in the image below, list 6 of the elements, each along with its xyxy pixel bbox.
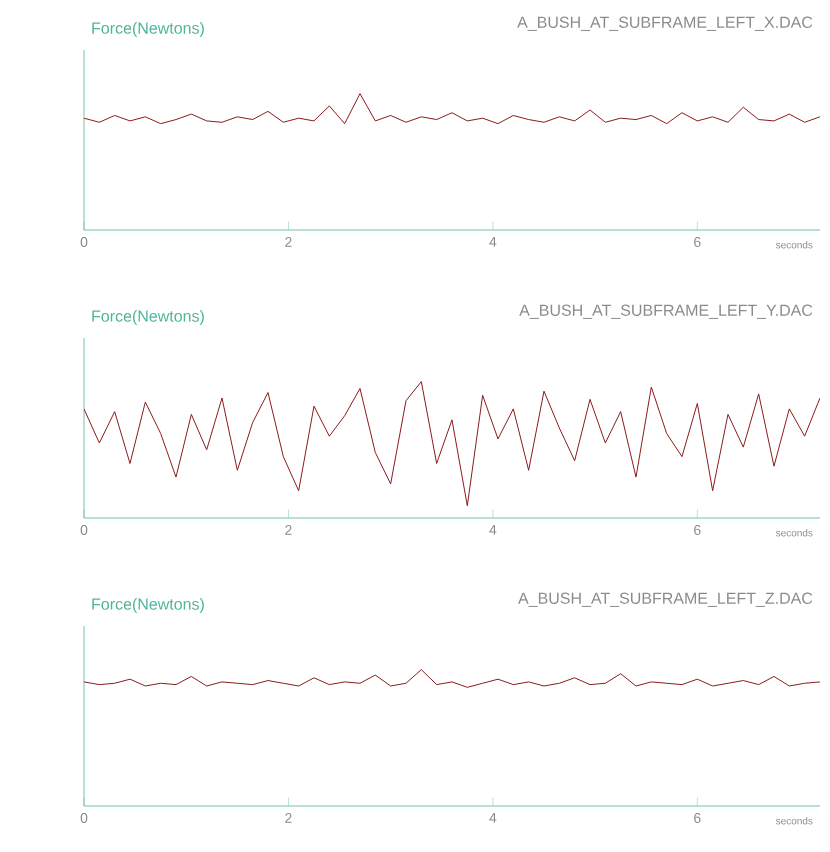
y-axis-title: Force(Newtons) (92, 22, 204, 37)
y-axis-title: Force(Newtons) (92, 310, 204, 325)
chart-title: A_BUSH_AT_SUBFRAME_LEFT_Z.DAC (518, 592, 813, 607)
chart-title: A_BUSH_AT_SUBFRAME_LEFT_X.DAC (517, 16, 813, 31)
y-axis-title: Force(Newtons) (92, 598, 204, 613)
chart-title: A_BUSH_AT_SUBFRAME_LEFT_Y.DAC (519, 304, 813, 319)
